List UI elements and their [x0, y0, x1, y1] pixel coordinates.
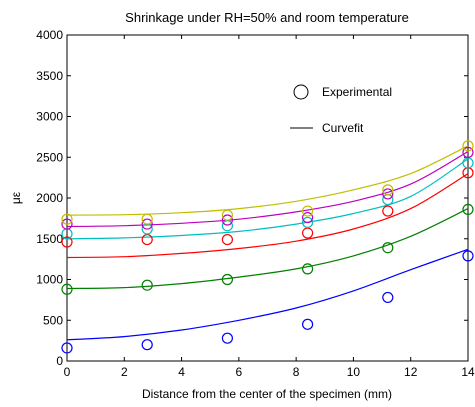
experimental-point	[141, 339, 153, 351]
experimental-point	[462, 140, 474, 152]
experimental-point	[382, 184, 394, 196]
x-tick-label: 12	[404, 365, 418, 379]
experimental-point	[382, 291, 394, 304]
experimental-point	[462, 203, 474, 216]
legend-marker-experimental	[293, 84, 309, 100]
experimental-point	[221, 233, 233, 246]
y-tick-label: 4000	[36, 28, 63, 42]
experimental-point	[382, 242, 394, 254]
experimental-point	[302, 318, 314, 330]
curvefit-line-5	[66, 150, 469, 228]
x-axis-label: Distance from the center of the specimen…	[142, 387, 392, 401]
y-tick-label: 1000	[36, 273, 63, 287]
experimental-point	[221, 332, 233, 344]
x-tick-label: 4	[178, 365, 185, 379]
experimental-point	[61, 213, 73, 225]
y-tick-label: 2500	[36, 150, 63, 164]
curvefit-line-2	[66, 208, 469, 290]
curvefit-line-4	[66, 158, 469, 240]
experimental-point	[302, 205, 314, 217]
experimental-point	[302, 211, 314, 224]
y-tick-label: 2000	[36, 191, 63, 205]
curvefit-line-3	[66, 173, 469, 259]
curvefit-lines	[66, 145, 469, 341]
experimental-point	[221, 273, 233, 286]
experimental-point	[61, 283, 73, 295]
y-tick-label: 500	[43, 313, 63, 327]
experimental-point	[462, 146, 474, 158]
x-tick-label: 2	[121, 365, 128, 379]
x-tick-label: 14	[461, 365, 475, 379]
experimental-point	[141, 218, 153, 230]
experimental-point	[61, 236, 73, 248]
x-tick-label: 8	[293, 365, 300, 379]
plot-area	[66, 34, 469, 362]
x-tick-label: 10	[347, 365, 361, 379]
y-tick-label: 1500	[36, 232, 63, 246]
y-tick-label: 0	[56, 354, 63, 368]
legend-label-experimental: Experimental	[322, 85, 392, 99]
legend: Experimental Curvefit	[290, 84, 392, 135]
experimental-point	[141, 279, 153, 291]
axis-ticks: 0 2 4 6 8 10 12 14 0 500 1000 1500 2000 2500 3000 3500 4…	[36, 28, 475, 379]
experimental-point	[302, 263, 314, 275]
y-tick-label: 3000	[36, 110, 63, 124]
experimental-points	[61, 140, 474, 354]
y-axis-label: με	[9, 191, 23, 204]
experimental-point	[462, 250, 474, 262]
x-tick-label: 6	[236, 365, 243, 379]
curvefit-line-1	[66, 248, 469, 341]
x-tick-label: 0	[64, 365, 71, 379]
experimental-point	[61, 342, 73, 354]
experimental-point	[141, 213, 153, 225]
experimental-point	[221, 214, 233, 226]
experimental-point	[302, 216, 314, 229]
chart-title: Shrinkage under RH=50% and room temperat…	[125, 10, 409, 25]
y-tick-label: 3500	[36, 69, 63, 83]
experimental-point	[61, 218, 73, 230]
experimental-point	[382, 188, 394, 200]
experimental-point	[221, 209, 233, 221]
curvefit-line-6	[66, 145, 469, 216]
legend-label-curvefit: Curvefit	[322, 121, 364, 135]
experimental-point	[382, 205, 394, 217]
